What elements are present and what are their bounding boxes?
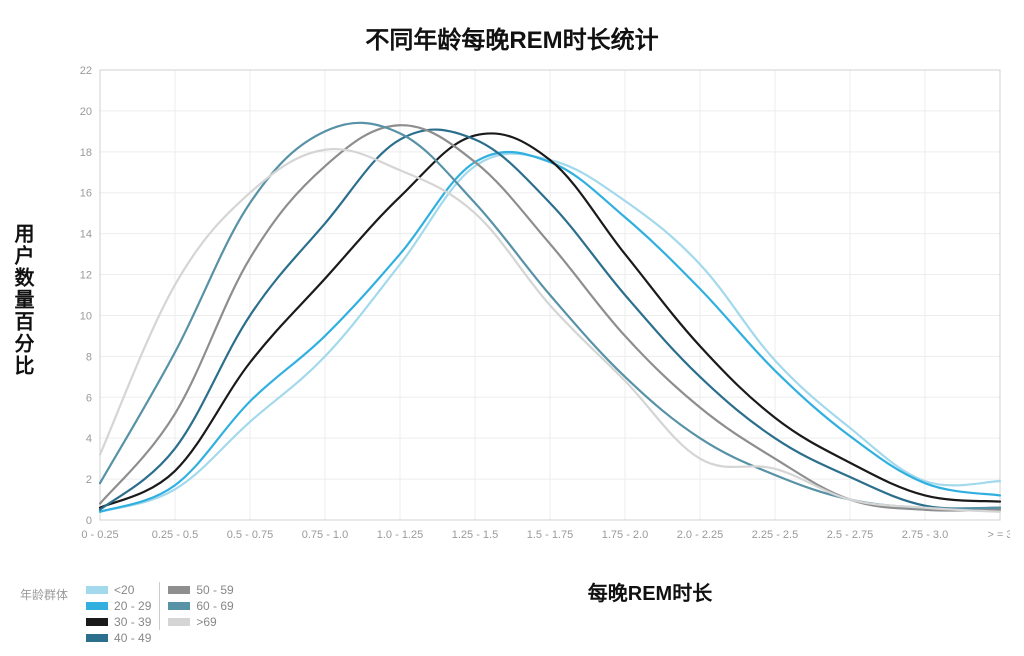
y-tick-label: 4	[86, 433, 92, 445]
x-tick-label: 1.25 - 1.5	[452, 529, 498, 541]
y-tick-label: 14	[80, 229, 92, 241]
x-tick-label: 1.0 - 1.25	[377, 529, 423, 541]
legend: 年龄群体 <20 20 - 29 30 - 39 40 - 49 50 - 59 60 …	[20, 582, 242, 646]
line-chart: 0 2 4 6 8 10 12 14 16 18 20 22 0 - 0.25 0.25 - 0.5 0.5…	[60, 60, 1010, 560]
legend-swatch	[168, 602, 190, 610]
x-tick-label: 0.75 - 1.0	[302, 529, 348, 541]
legend-item: 40 - 49	[86, 631, 151, 645]
legend-item: 60 - 69	[168, 599, 233, 613]
legend-item: >69	[168, 615, 233, 629]
x-tick-label: 0 - 0.25	[81, 529, 118, 541]
y-tick-label: 16	[80, 188, 92, 200]
y-tick-label: 18	[80, 147, 92, 159]
x-tick-label: 0.5 - 0.75	[227, 529, 273, 541]
x-tick-label: > = 3	[987, 529, 1010, 541]
legend-label: 30 - 39	[114, 615, 151, 629]
y-tick-label: 10	[80, 310, 92, 322]
legend-swatch	[86, 618, 108, 626]
y-tick-label: 22	[80, 65, 92, 77]
legend-swatch	[168, 618, 190, 626]
x-tick-label: 2.0 - 2.25	[677, 529, 723, 541]
x-tick-label: 2.25 - 2.5	[752, 529, 798, 541]
legend-item: 30 - 39	[86, 615, 151, 629]
x-tick-label: 1.5 - 1.75	[527, 529, 573, 541]
legend-label: 40 - 49	[114, 631, 151, 645]
legend-label: >69	[196, 615, 216, 629]
x-axis-label: 每晚REM时长	[400, 577, 900, 606]
legend-item: 20 - 29	[86, 599, 151, 613]
y-tick-label: 2	[86, 474, 92, 486]
legend-label: <20	[114, 583, 134, 597]
legend-column: 50 - 59 60 - 69 >69	[159, 582, 241, 630]
legend-title: 年龄群体	[20, 582, 68, 603]
legend-item: 50 - 59	[168, 583, 233, 597]
y-tick-label: 0	[86, 515, 92, 527]
legend-label: 50 - 59	[196, 583, 233, 597]
x-tick-label: 2.75 - 3.0	[902, 529, 948, 541]
y-tick-label: 12	[80, 270, 92, 282]
y-tick-label: 20	[80, 106, 92, 118]
legend-swatch	[168, 586, 190, 594]
x-tick-label: 0.25 - 0.5	[152, 529, 198, 541]
legend-item: <20	[86, 583, 151, 597]
legend-label: 60 - 69	[196, 599, 233, 613]
legend-swatch	[86, 602, 108, 610]
legend-label: 20 - 29	[114, 599, 151, 613]
legend-column: <20 20 - 29 30 - 39 40 - 49	[78, 582, 159, 646]
y-axis-label: 用户数量百分比	[8, 223, 37, 377]
x-tick-label: 1.75 - 2.0	[602, 529, 648, 541]
legend-swatch	[86, 634, 108, 642]
y-tick-label: 8	[86, 351, 92, 363]
y-tick-label: 6	[86, 392, 92, 404]
x-tick-label: 2.5 - 2.75	[827, 529, 873, 541]
page-title: 不同年龄每晚REM时长统计	[0, 20, 1024, 55]
legend-swatch	[86, 586, 108, 594]
